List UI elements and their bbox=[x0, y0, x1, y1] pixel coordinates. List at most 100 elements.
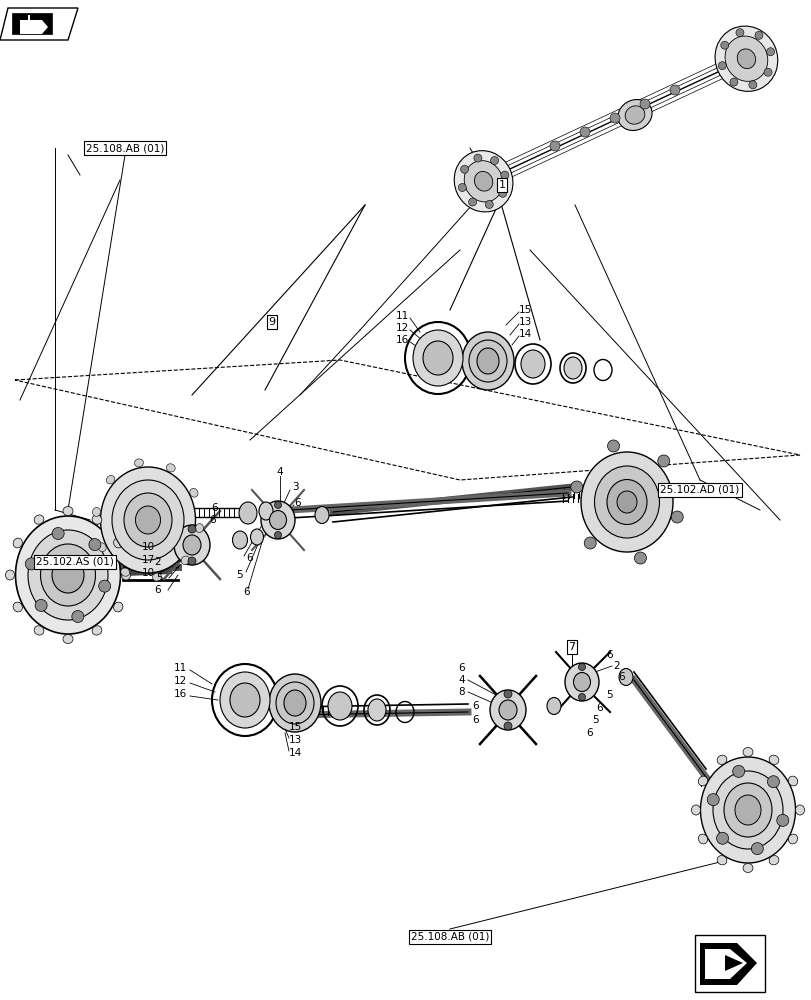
Text: 10: 10 bbox=[141, 568, 154, 578]
Ellipse shape bbox=[723, 783, 771, 837]
Ellipse shape bbox=[114, 602, 122, 612]
Text: 6: 6 bbox=[243, 587, 250, 597]
Text: 6: 6 bbox=[596, 703, 603, 713]
Ellipse shape bbox=[135, 459, 144, 467]
Ellipse shape bbox=[112, 480, 184, 560]
Text: 6: 6 bbox=[472, 701, 478, 711]
Ellipse shape bbox=[464, 161, 502, 202]
Ellipse shape bbox=[476, 348, 499, 374]
Circle shape bbox=[579, 127, 590, 137]
Circle shape bbox=[750, 843, 762, 855]
Ellipse shape bbox=[98, 543, 106, 552]
Circle shape bbox=[609, 113, 620, 123]
Polygon shape bbox=[14, 15, 28, 32]
Circle shape bbox=[457, 183, 466, 191]
Ellipse shape bbox=[423, 341, 453, 375]
Ellipse shape bbox=[564, 663, 599, 701]
Circle shape bbox=[25, 558, 37, 570]
Polygon shape bbox=[12, 13, 52, 34]
Ellipse shape bbox=[41, 544, 96, 606]
Ellipse shape bbox=[367, 699, 385, 721]
Ellipse shape bbox=[276, 682, 314, 724]
Text: 14: 14 bbox=[517, 329, 531, 339]
Text: 13: 13 bbox=[517, 317, 531, 327]
Ellipse shape bbox=[461, 332, 513, 390]
Ellipse shape bbox=[453, 151, 513, 212]
Ellipse shape bbox=[181, 556, 190, 565]
Polygon shape bbox=[704, 949, 746, 979]
Circle shape bbox=[490, 156, 498, 164]
Ellipse shape bbox=[768, 856, 778, 865]
Circle shape bbox=[549, 141, 560, 151]
Ellipse shape bbox=[691, 805, 700, 815]
Ellipse shape bbox=[489, 690, 526, 730]
Circle shape bbox=[766, 48, 774, 56]
Text: 10: 10 bbox=[141, 542, 154, 552]
Text: 25.108.AB (01): 25.108.AB (01) bbox=[86, 143, 164, 153]
Circle shape bbox=[639, 99, 649, 109]
Ellipse shape bbox=[174, 525, 210, 565]
Circle shape bbox=[766, 776, 779, 788]
Ellipse shape bbox=[13, 538, 23, 548]
Circle shape bbox=[729, 78, 737, 86]
Ellipse shape bbox=[742, 748, 752, 756]
Ellipse shape bbox=[697, 776, 706, 786]
Text: 25.102.AS (01): 25.102.AS (01) bbox=[36, 557, 114, 567]
Ellipse shape bbox=[724, 36, 767, 81]
Ellipse shape bbox=[700, 757, 795, 863]
Text: 5: 5 bbox=[236, 570, 243, 580]
Text: 6: 6 bbox=[155, 585, 161, 595]
Ellipse shape bbox=[6, 570, 15, 580]
Ellipse shape bbox=[315, 506, 328, 524]
Text: 6: 6 bbox=[472, 715, 478, 725]
Text: 12: 12 bbox=[174, 676, 187, 686]
Text: 1: 1 bbox=[498, 180, 505, 190]
Ellipse shape bbox=[190, 488, 198, 497]
Circle shape bbox=[657, 455, 669, 467]
Circle shape bbox=[274, 502, 281, 508]
Ellipse shape bbox=[135, 506, 161, 534]
Ellipse shape bbox=[250, 529, 264, 545]
Ellipse shape bbox=[547, 698, 560, 714]
Text: 25.108.AB (01): 25.108.AB (01) bbox=[410, 932, 488, 942]
Ellipse shape bbox=[152, 573, 161, 581]
Ellipse shape bbox=[15, 516, 120, 634]
Ellipse shape bbox=[284, 690, 306, 716]
Ellipse shape bbox=[413, 330, 462, 386]
Ellipse shape bbox=[736, 49, 755, 69]
Text: 11: 11 bbox=[395, 311, 408, 321]
Text: 8: 8 bbox=[458, 687, 465, 697]
Text: 6: 6 bbox=[618, 672, 624, 682]
Ellipse shape bbox=[581, 452, 672, 552]
Bar bbox=[694, 935, 764, 992]
Polygon shape bbox=[699, 943, 756, 985]
Text: 11: 11 bbox=[174, 663, 187, 673]
Circle shape bbox=[732, 765, 744, 777]
Ellipse shape bbox=[34, 515, 44, 524]
Circle shape bbox=[504, 722, 512, 730]
Text: 4: 4 bbox=[458, 675, 465, 685]
Text: 5: 5 bbox=[606, 690, 612, 700]
Ellipse shape bbox=[92, 515, 101, 524]
Text: 9: 9 bbox=[268, 317, 275, 327]
Ellipse shape bbox=[122, 570, 131, 580]
Text: 5: 5 bbox=[592, 715, 599, 725]
Ellipse shape bbox=[521, 350, 544, 378]
Text: 12: 12 bbox=[395, 323, 408, 333]
Text: 6: 6 bbox=[606, 650, 612, 660]
Text: 6: 6 bbox=[458, 663, 465, 673]
Ellipse shape bbox=[220, 672, 270, 728]
Circle shape bbox=[669, 85, 679, 95]
Circle shape bbox=[633, 552, 646, 564]
Circle shape bbox=[35, 599, 47, 611]
Polygon shape bbox=[14, 15, 30, 32]
Circle shape bbox=[748, 81, 756, 89]
Ellipse shape bbox=[712, 771, 782, 849]
Ellipse shape bbox=[13, 602, 23, 612]
Ellipse shape bbox=[607, 480, 646, 524]
Circle shape bbox=[498, 189, 506, 197]
Ellipse shape bbox=[28, 530, 108, 620]
Circle shape bbox=[460, 165, 468, 173]
Ellipse shape bbox=[268, 674, 320, 732]
Ellipse shape bbox=[166, 464, 175, 472]
